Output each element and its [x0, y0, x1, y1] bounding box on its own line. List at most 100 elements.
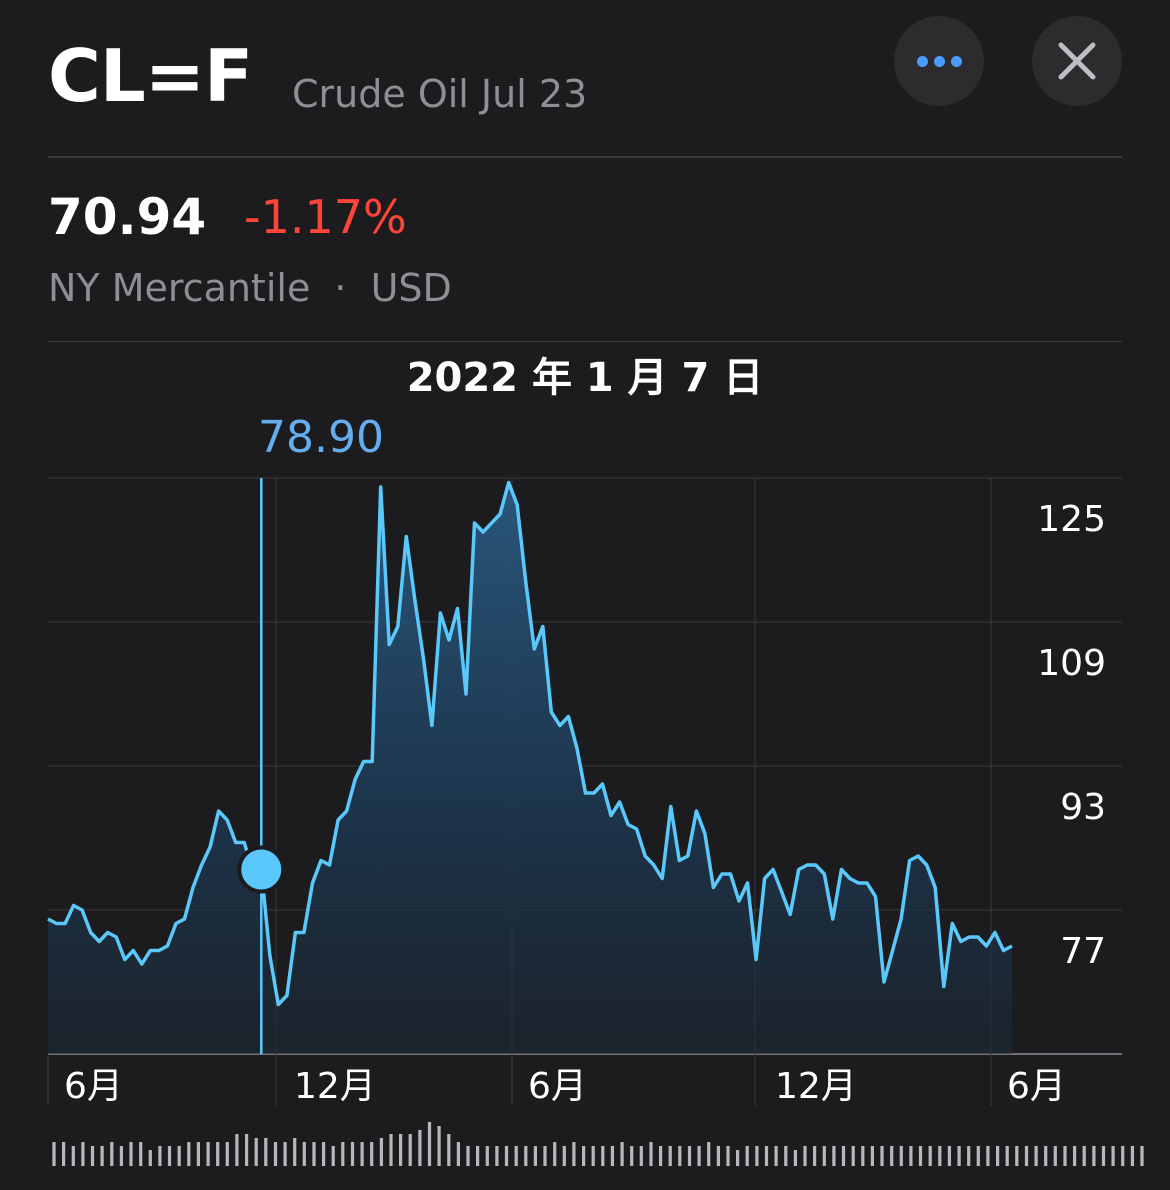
volume-bar	[139, 1142, 143, 1166]
price-area	[48, 482, 1012, 1054]
volume-bar	[235, 1134, 239, 1166]
volume-bar	[293, 1138, 297, 1166]
volume-bar	[379, 1138, 383, 1166]
volume-bar	[264, 1138, 268, 1166]
volume-bar	[996, 1146, 1000, 1166]
volume-bar	[129, 1142, 133, 1166]
volume-bar	[793, 1150, 797, 1166]
x-tick-label: 6月	[1007, 1066, 1066, 1107]
volume-bar	[870, 1146, 874, 1166]
volume-bars	[52, 1122, 1144, 1166]
volume-bar	[803, 1146, 807, 1166]
close-button[interactable]	[1032, 16, 1122, 106]
volume-bar	[582, 1146, 586, 1166]
volume-bar	[495, 1146, 499, 1166]
volume-bar	[447, 1134, 451, 1166]
volume-bar	[716, 1146, 720, 1166]
volume-bar	[456, 1142, 460, 1166]
volume-bar	[167, 1146, 172, 1166]
price-chart[interactable]: 125 109 93 77 6月 12月 6月 12月 6月	[0, 470, 1170, 1190]
volume-bar	[687, 1146, 692, 1166]
volume-bar	[177, 1146, 181, 1166]
selected-date: 2022 年 1 月 7 日	[406, 355, 764, 401]
volume-bar	[1121, 1146, 1125, 1166]
volume-bar	[697, 1146, 701, 1166]
volume-bar	[533, 1146, 537, 1166]
volume-bar	[678, 1146, 682, 1166]
volume-bar	[736, 1150, 740, 1166]
volume-bar	[1092, 1146, 1096, 1166]
y-tick-label: 125	[1037, 499, 1106, 540]
volume-bar	[1111, 1146, 1115, 1166]
volume-bar	[427, 1122, 432, 1166]
ellipsis-icon	[916, 55, 962, 67]
volume-bar	[302, 1142, 306, 1166]
volume-bar	[524, 1146, 528, 1166]
volume-bar	[1082, 1146, 1086, 1166]
volume-bar	[1053, 1146, 1057, 1166]
volume-bar	[254, 1138, 258, 1166]
volume-bar	[832, 1146, 836, 1166]
separator-dot: ·	[334, 266, 347, 310]
volume-bar	[514, 1146, 518, 1166]
volume-bar	[572, 1142, 576, 1166]
volume-bar	[187, 1142, 191, 1166]
currency: USD	[370, 266, 452, 310]
volume-bar	[245, 1134, 249, 1166]
instrument-name: Crude Oil Jul 23	[292, 72, 588, 116]
volume-bar	[957, 1146, 961, 1166]
volume-bar	[216, 1142, 220, 1166]
volume-bar	[148, 1150, 152, 1166]
volume-bar	[726, 1146, 730, 1166]
volume-bar	[928, 1146, 932, 1166]
volume-bar	[630, 1146, 634, 1166]
volume-bar	[774, 1146, 778, 1166]
header-divider	[48, 156, 1122, 158]
y-tick-label: 93	[1060, 787, 1106, 828]
volume-bar	[466, 1146, 470, 1166]
volume-bar	[562, 1146, 566, 1166]
volume-bar	[851, 1146, 855, 1166]
volume-bar	[841, 1146, 846, 1166]
close-icon	[1058, 42, 1096, 80]
volume-bar	[813, 1146, 817, 1166]
volume-bar	[909, 1146, 913, 1166]
volume-bar	[1005, 1146, 1009, 1166]
volume-bar	[1044, 1146, 1048, 1166]
volume-bar	[764, 1146, 769, 1166]
volume-bar	[90, 1146, 95, 1166]
volume-bar	[745, 1146, 749, 1166]
price-line	[47, 480, 1013, 1007]
x-tick-label: 12月	[294, 1066, 376, 1107]
volume-bar	[967, 1146, 971, 1166]
volume-bar	[543, 1146, 547, 1166]
volume-bar	[620, 1142, 624, 1166]
volume-bar	[639, 1146, 643, 1166]
volume-bar	[273, 1142, 278, 1166]
exchange-name: NY Mercantile	[48, 266, 311, 310]
volume-bar	[322, 1142, 326, 1166]
more-button[interactable]	[894, 16, 984, 106]
selection-cursor-dot[interactable]	[237, 845, 286, 894]
volume-bar	[206, 1142, 210, 1166]
volume-bar	[976, 1146, 980, 1166]
volume-bar	[196, 1142, 200, 1166]
volume-bar	[408, 1134, 412, 1166]
volume-bar	[591, 1146, 595, 1166]
volume-bar	[71, 1146, 75, 1166]
volume-bar	[784, 1146, 788, 1166]
volume-bar	[649, 1142, 653, 1166]
volume-bar	[370, 1142, 374, 1166]
volume-bar	[360, 1142, 364, 1166]
header: CL=F Crude Oil Jul 23	[0, 0, 1170, 160]
volume-bar	[341, 1142, 345, 1166]
exchange-info: NY Mercantile · USD	[48, 266, 452, 310]
volume-bar	[158, 1146, 162, 1166]
ticker-symbol: CL=F	[48, 34, 253, 118]
volume-bar	[504, 1146, 509, 1166]
volume-bar	[1024, 1146, 1029, 1166]
selected-value: 78.90	[258, 412, 384, 463]
volume-bar	[938, 1146, 942, 1166]
volume-bar	[1073, 1146, 1077, 1166]
volume-bar	[947, 1146, 951, 1166]
